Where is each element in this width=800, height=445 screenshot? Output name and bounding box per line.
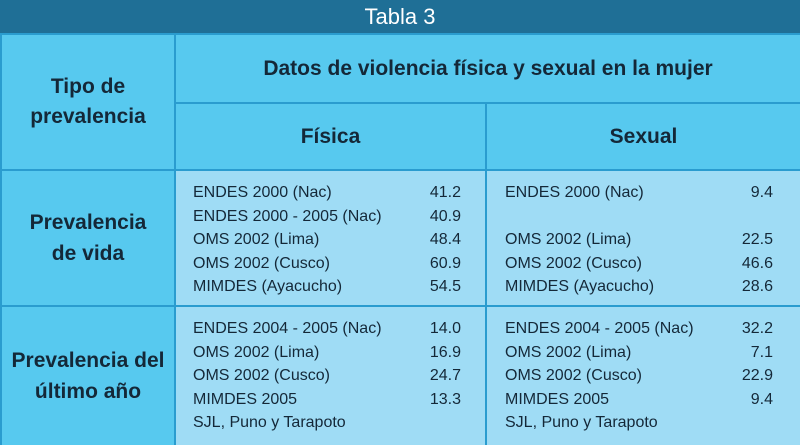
source: SJL, Puno y Tarapoto bbox=[193, 414, 346, 431]
row-label-prevalencia-ultimo-ano: Prevalencia del último año bbox=[2, 307, 174, 445]
value: 9.4 bbox=[750, 390, 773, 408]
value: 48.4 bbox=[429, 231, 461, 248]
list-item: OMS 2002 (Lima) 7.1 bbox=[505, 341, 773, 365]
list-item: OMS 2002 (Cusco) 46.6 bbox=[505, 252, 773, 276]
value: 22.9 bbox=[741, 367, 773, 384]
value: 54.5 bbox=[429, 278, 461, 295]
source: ENDES 2000 - 2005 (Nac) bbox=[193, 207, 382, 225]
source: ENDES 2004 - 2005 (Nac) bbox=[505, 320, 694, 337]
source: OMS 2002 (Cusco) bbox=[193, 254, 330, 272]
value: 22.5 bbox=[741, 231, 773, 248]
list-item: SJL, Puno y Tarapoto bbox=[505, 411, 773, 435]
row1-label-line2: de vida bbox=[51, 242, 125, 265]
list-item bbox=[505, 205, 773, 229]
source: MIMDES (Ayacucho) bbox=[505, 278, 655, 295]
list-item: OMS 2002 (Cusco) 24.7 bbox=[193, 364, 461, 388]
value: 40.9 bbox=[429, 207, 461, 225]
value: 9.4 bbox=[750, 184, 773, 201]
header-sexual-label: Sexual bbox=[609, 124, 678, 148]
row1-sexual-cell: ENDES 2000 (Nac) 9.4 OMS 2002 (Lima) 22.5 … bbox=[487, 171, 800, 305]
value: 7.1 bbox=[750, 343, 773, 361]
value: 24.7 bbox=[429, 367, 461, 384]
row1-fisica-cell: ENDES 2000 (Nac) 41.2 ENDES 2000 - 2005 (… bbox=[176, 171, 485, 305]
value: 28.6 bbox=[741, 278, 773, 295]
source: MIMDES 2005 bbox=[505, 390, 610, 408]
source: MIMDES 2005 bbox=[193, 390, 298, 408]
source: OMS 2002 (Lima) bbox=[193, 231, 320, 248]
list-item: OMS 2002 (Lima) 22.5 bbox=[505, 228, 773, 252]
source: OMS 2002 (Lima) bbox=[505, 231, 632, 248]
list-item: SJL, Puno y Tarapoto bbox=[193, 411, 461, 435]
value: 16.9 bbox=[429, 343, 461, 361]
value: 46.6 bbox=[741, 254, 773, 272]
list-item: OMS 2002 (Cusco) 60.9 bbox=[193, 252, 461, 276]
table-title: Tabla 3 bbox=[0, 0, 800, 33]
row1-label-line1: Prevalencia bbox=[29, 211, 147, 234]
source: OMS 2002 (Cusco) bbox=[505, 367, 642, 384]
header-fisica: Física bbox=[176, 104, 485, 169]
list-item: MIMDES 2005 9.4 bbox=[505, 388, 773, 412]
list-item: MIMDES 2005 13.3 bbox=[193, 388, 461, 412]
list-item: OMS 2002 (Cusco) 22.9 bbox=[505, 364, 773, 388]
header-tipo-de-prevalencia: Tipo de prevalencia bbox=[2, 35, 174, 169]
header-fisica-label: Física bbox=[300, 124, 361, 148]
header-sexual: Sexual bbox=[487, 104, 800, 169]
source: ENDES 2000 (Nac) bbox=[505, 184, 644, 201]
source: OMS 2002 (Cusco) bbox=[505, 254, 642, 272]
list-item: ENDES 2000 (Nac) 9.4 bbox=[505, 181, 773, 205]
row-label-prevalencia-de-vida: Prevalencia de vida bbox=[2, 171, 174, 305]
header-label-line2: prevalencia bbox=[30, 105, 146, 128]
header-label-line1: Tipo de bbox=[50, 75, 126, 98]
source: OMS 2002 (Lima) bbox=[505, 343, 632, 361]
list-item: MIMDES (Ayacucho) 28.6 bbox=[505, 275, 773, 299]
value: 14.0 bbox=[429, 320, 461, 337]
source: OMS 2002 (Cusco) bbox=[193, 367, 330, 384]
source: SJL, Puno y Tarapoto bbox=[505, 414, 658, 431]
row2-fisica-cell: ENDES 2004 - 2005 (Nac) 14.0 OMS 2002 (Li… bbox=[176, 307, 485, 445]
source: ENDES 2004 - 2005 (Nac) bbox=[193, 320, 382, 337]
list-item: ENDES 2000 (Nac) 41.2 bbox=[193, 181, 461, 205]
value: 60.9 bbox=[429, 254, 461, 272]
list-item: ENDES 2004 - 2005 (Nac) 32.2 bbox=[505, 317, 773, 341]
list-item: ENDES 2004 - 2005 (Nac) 14.0 bbox=[193, 317, 461, 341]
row2-label-line1: Prevalencia del bbox=[11, 349, 165, 372]
list-item: ENDES 2000 - 2005 (Nac) 40.9 bbox=[193, 205, 461, 229]
value: 32.2 bbox=[741, 320, 773, 337]
row2-sexual-cell: ENDES 2004 - 2005 (Nac) 32.2 OMS 2002 (Li… bbox=[487, 307, 800, 445]
source: OMS 2002 (Lima) bbox=[193, 343, 320, 361]
value: 13.3 bbox=[429, 390, 461, 408]
header-group: Datos de violencia física y sexual en la… bbox=[176, 35, 800, 102]
source: MIMDES (Ayacucho) bbox=[193, 278, 343, 295]
source: ENDES 2000 (Nac) bbox=[193, 184, 332, 201]
row2-label-line2: último año bbox=[34, 380, 142, 403]
list-item: MIMDES (Ayacucho) 54.5 bbox=[193, 275, 461, 299]
value: 41.2 bbox=[429, 184, 461, 201]
list-item: OMS 2002 (Lima) 16.9 bbox=[193, 341, 461, 365]
list-item: OMS 2002 (Lima) 48.4 bbox=[193, 228, 461, 252]
header-group-label: Datos de violencia física y sexual en la… bbox=[263, 56, 713, 80]
